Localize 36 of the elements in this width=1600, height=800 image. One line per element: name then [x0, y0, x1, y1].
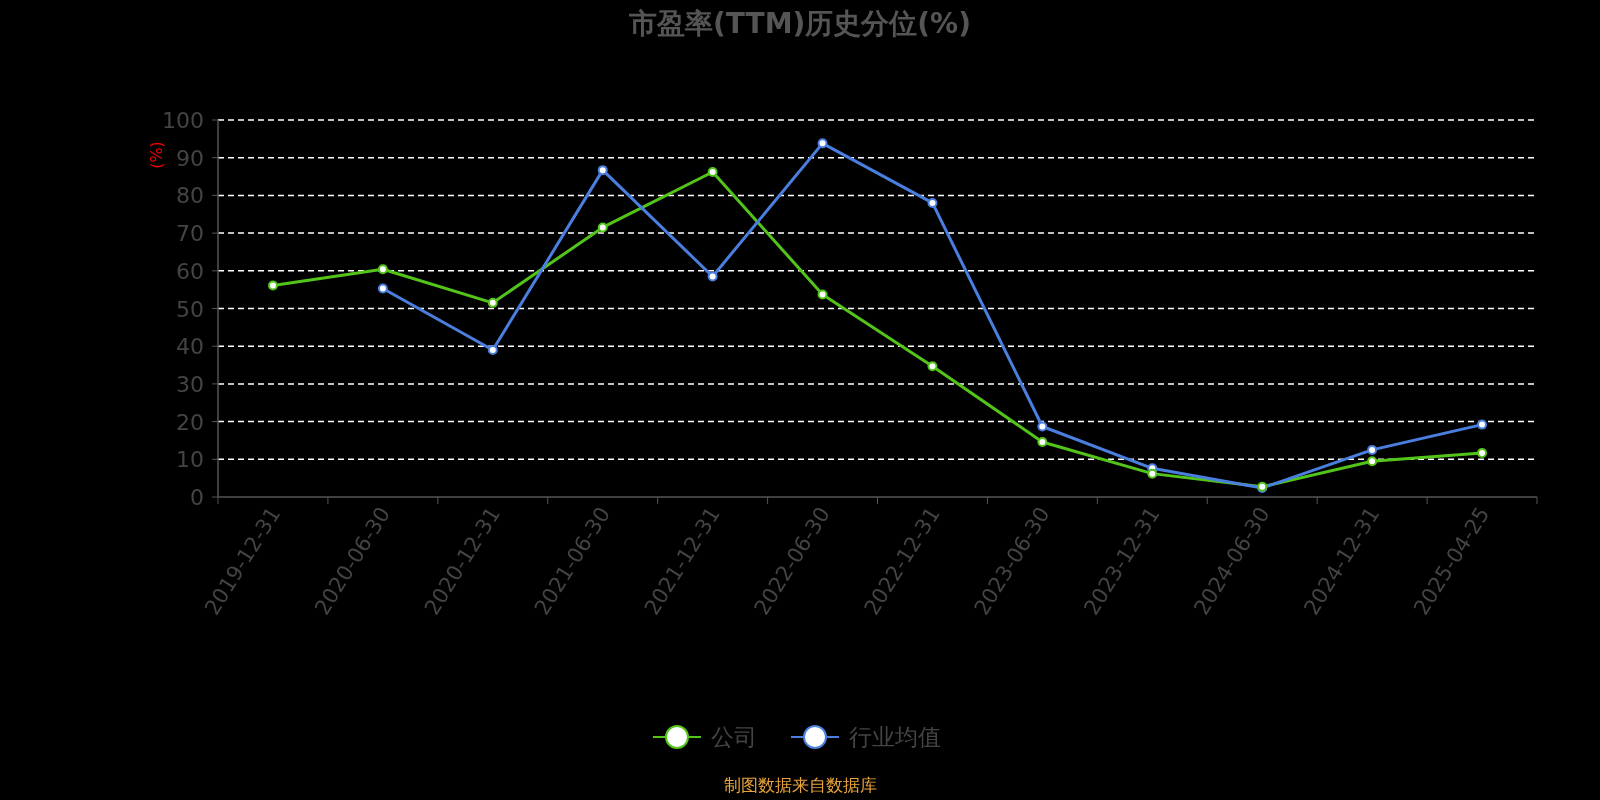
y-tick-label: 10	[176, 447, 204, 473]
y-tick-label: 0	[190, 485, 204, 510]
y-tick-label: 60	[176, 258, 204, 284]
point	[707, 167, 718, 178]
point	[487, 344, 498, 355]
y-tick-label: 90	[176, 145, 204, 171]
point	[487, 297, 498, 308]
text: 制图数据来自数据库	[723, 775, 877, 795]
y-tick-label: 70	[176, 221, 204, 247]
point	[927, 197, 938, 208]
point	[1477, 447, 1488, 458]
y-tick-label: 40	[176, 334, 204, 360]
point	[817, 138, 828, 149]
point	[1477, 419, 1488, 430]
point	[707, 271, 718, 282]
point	[1367, 444, 1378, 455]
point	[597, 165, 608, 176]
point	[927, 361, 938, 372]
chart-title: 市盈率(TTM)历史分位(%)	[628, 7, 971, 40]
y-tick-label: 20	[176, 409, 204, 435]
y-tick-label: 80	[176, 183, 204, 209]
point	[377, 283, 388, 294]
y-tick-label: 30	[176, 371, 204, 397]
point	[597, 222, 608, 233]
point	[267, 280, 278, 291]
point	[1037, 436, 1048, 447]
y-tick-label: 50	[176, 296, 204, 322]
point	[1367, 456, 1378, 467]
point	[817, 289, 828, 300]
y-axis-title: (%)	[147, 141, 166, 169]
legend-label: 公司	[711, 724, 757, 750]
point	[377, 264, 388, 275]
point	[1147, 468, 1158, 479]
legend-label: 行业均值	[849, 724, 941, 750]
point	[1037, 421, 1048, 432]
y-tick-label: 100	[162, 108, 204, 133]
